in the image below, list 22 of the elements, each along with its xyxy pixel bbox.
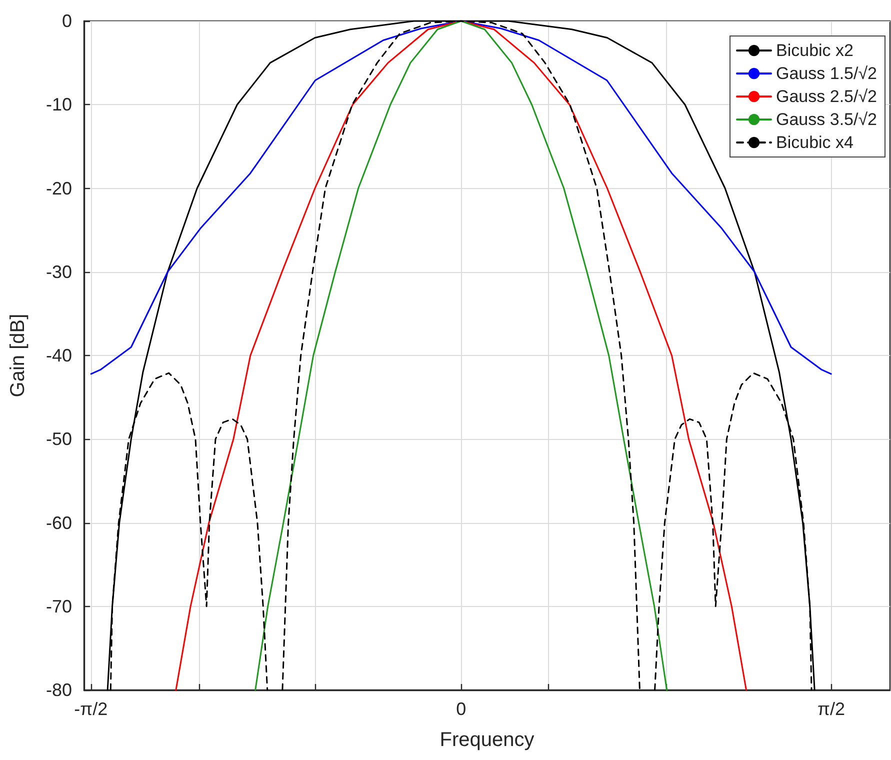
y-tick-label: -30 bbox=[46, 262, 72, 282]
y-tick-label: -70 bbox=[46, 596, 72, 616]
legend-label: Gauss 3.5/√2 bbox=[776, 110, 878, 129]
line-series bbox=[175, 20, 747, 691]
x-tick-label: π/2 bbox=[818, 699, 845, 719]
y-tick-label: -20 bbox=[46, 178, 72, 198]
y-tick-label: -50 bbox=[46, 429, 72, 450]
y-tick-label: -10 bbox=[46, 94, 72, 115]
legend-label: Bicubic x2 bbox=[776, 41, 854, 60]
x-tick-label: -π/2 bbox=[74, 699, 108, 719]
y-tick-label: -80 bbox=[46, 680, 72, 700]
line-series bbox=[90, 20, 832, 375]
legend-label: Gauss 2.5/√2 bbox=[776, 87, 878, 106]
x-axis-title: Frequency bbox=[440, 729, 534, 751]
legend-label: Bicubic x4 bbox=[776, 133, 854, 152]
y-tick-label: -40 bbox=[46, 346, 72, 366]
legend-label: Gauss 1.5/√2 bbox=[776, 64, 878, 83]
line-series bbox=[254, 20, 668, 691]
y-tick-label: -60 bbox=[46, 512, 72, 533]
y-tick-label: 0 bbox=[62, 11, 72, 31]
x-tick-label: 0 bbox=[456, 699, 466, 719]
y-axis-title: Gain [dB] bbox=[7, 314, 29, 398]
